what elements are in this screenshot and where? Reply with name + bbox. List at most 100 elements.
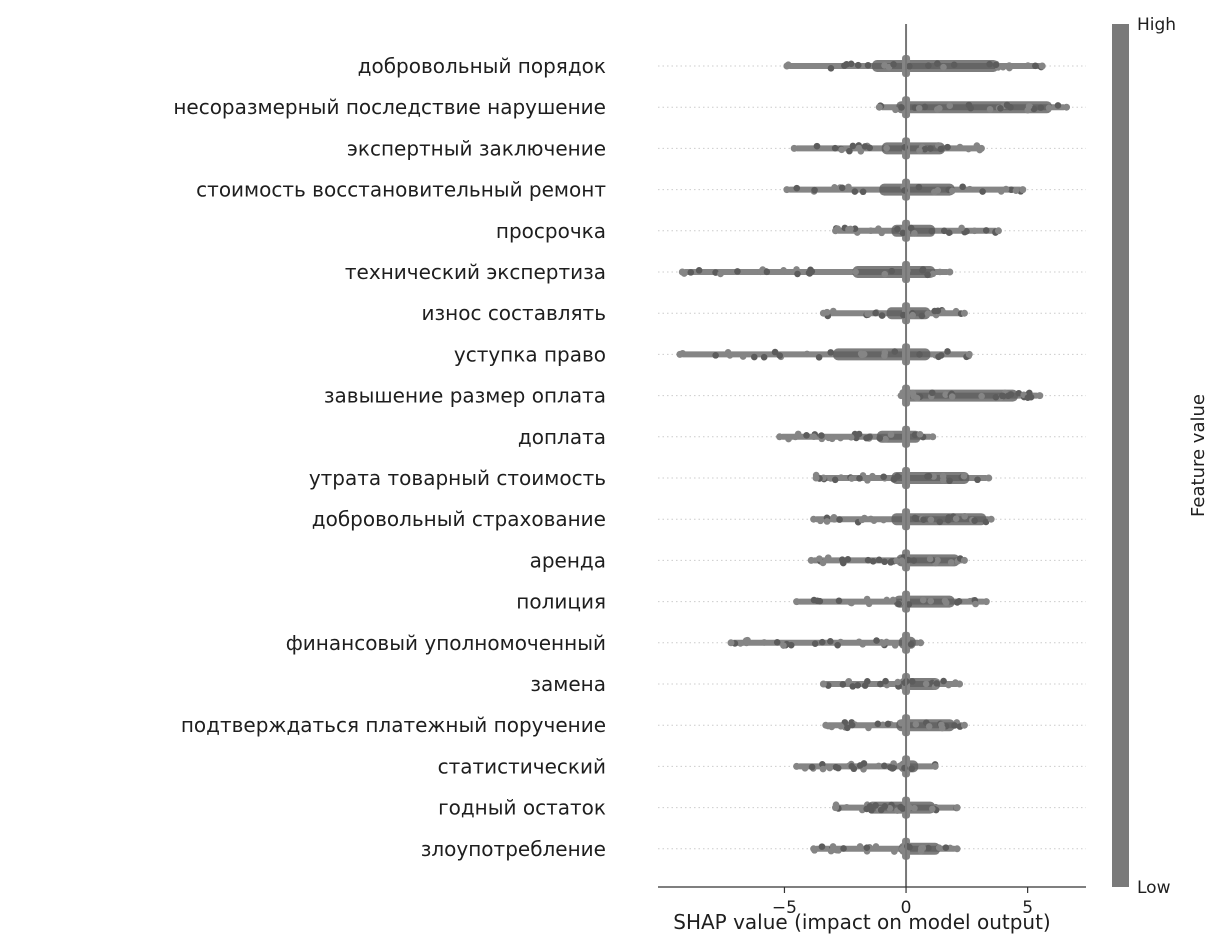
shap-point (872, 802, 879, 809)
shap-point (887, 559, 895, 566)
shap-point (819, 309, 827, 317)
shap-point (726, 352, 734, 359)
shap-point (859, 188, 867, 196)
feature-points (832, 219, 1002, 242)
shap-point (854, 682, 862, 689)
shap-point (845, 183, 852, 191)
feature-points (793, 590, 990, 613)
feature-points (832, 796, 961, 819)
shap-point (997, 105, 1004, 112)
feature-points (810, 837, 961, 860)
feature-points (783, 55, 1046, 77)
shap-point (922, 680, 930, 688)
feature-points (822, 714, 968, 737)
colorbar: High Low Feature value (1112, 15, 1209, 898)
shap-point (890, 476, 898, 483)
shap-point (915, 183, 923, 191)
shap-point (863, 844, 871, 852)
shap-point (924, 271, 931, 279)
shap-point (974, 476, 981, 484)
feature-label: завышение размер оплата (324, 384, 606, 408)
shap-point (898, 104, 905, 111)
shap-point (854, 61, 862, 69)
shap-point (847, 434, 855, 441)
shap-point (838, 146, 845, 154)
shap-point (815, 354, 823, 361)
shap-point (864, 556, 872, 564)
shap-point (855, 430, 863, 438)
shap-point (828, 435, 836, 443)
colorbar-high-label: High (1137, 15, 1176, 35)
shap-point (942, 844, 950, 851)
shap-point (911, 431, 919, 439)
shap-point (824, 554, 832, 561)
shap-point (881, 762, 888, 770)
shap-point (945, 514, 953, 521)
feature-label: стоимость восстановительный ремонт (196, 178, 606, 202)
feature-label: утрата товарный стоимость (309, 466, 606, 490)
feature-points (678, 261, 954, 283)
shap-point (831, 184, 838, 191)
shap-point (880, 516, 887, 524)
shap-point (916, 147, 923, 155)
shap-point (841, 62, 848, 69)
shap-point (1024, 62, 1032, 69)
shap-point (945, 681, 952, 689)
shap-point (887, 764, 894, 771)
shap-point (845, 677, 853, 685)
shap-point (982, 227, 990, 234)
shap-point (806, 270, 813, 277)
shap-point (838, 184, 846, 192)
shap-point (998, 392, 1006, 400)
shap-point (952, 307, 960, 315)
shap-point (911, 229, 918, 237)
shap-point (848, 599, 855, 607)
shap-point (816, 555, 823, 562)
shap-point (921, 103, 929, 111)
shap-point (872, 843, 880, 850)
shap-point (940, 677, 947, 685)
shap-point (846, 147, 853, 155)
shap-point (907, 224, 915, 232)
shap-point (935, 844, 943, 851)
shap-point (882, 435, 889, 443)
shap-point (941, 597, 949, 605)
shap-point (864, 61, 872, 69)
shap-point (819, 680, 827, 688)
colorbar-low-label: Low (1137, 878, 1171, 898)
shap-point (831, 476, 839, 484)
shap-point (907, 640, 915, 648)
shap-point (881, 352, 888, 360)
shap-point (771, 348, 779, 356)
x-tick-label: 0 (901, 898, 912, 918)
shap-point (1054, 102, 1062, 109)
shap-point (837, 723, 845, 730)
shap-point (935, 353, 942, 361)
shap-point (931, 307, 939, 315)
shap-point (687, 269, 695, 276)
shap-point (961, 512, 968, 520)
shap-point (940, 63, 947, 71)
shap-point (837, 434, 844, 442)
shap-point (920, 516, 927, 524)
shap-point (872, 309, 879, 317)
shap-point (875, 762, 882, 770)
shap-point (891, 642, 899, 649)
shap-point (971, 517, 978, 524)
shap-point (960, 309, 968, 317)
shap-point (851, 188, 859, 195)
shap-point (966, 185, 974, 193)
shap-point (859, 641, 867, 648)
shap-point (926, 555, 934, 563)
shap-point (831, 516, 838, 523)
shap-point (864, 477, 871, 484)
shap-point (906, 843, 913, 851)
shap-point (987, 515, 995, 523)
shap-point (911, 514, 919, 522)
shap-point (911, 804, 918, 812)
shap-point (944, 143, 951, 151)
shap-point (978, 392, 985, 400)
x-axis: −5 0 5 (658, 886, 1086, 918)
shap-point (999, 63, 1007, 71)
feature-points (819, 302, 968, 325)
